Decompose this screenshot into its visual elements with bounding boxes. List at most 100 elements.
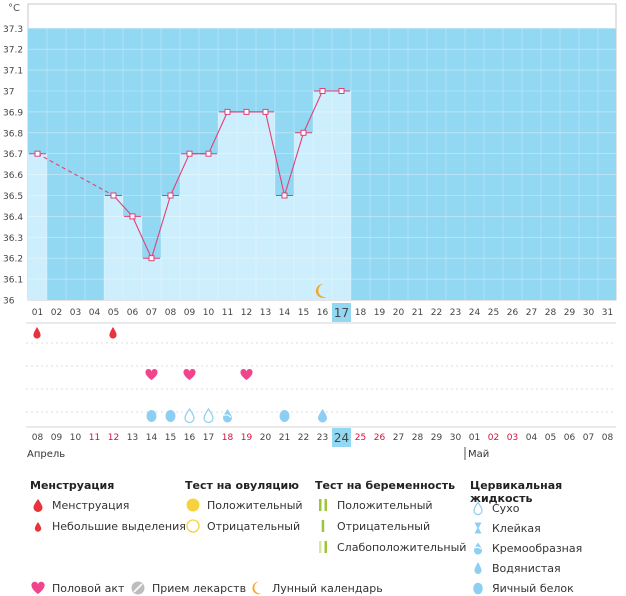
legend-intercourse-label: Половой акт — [52, 581, 125, 595]
cycle-day-label: 09 — [184, 308, 196, 318]
cycle-day-label: 08 — [165, 308, 177, 318]
menstruation-drop-icon — [30, 497, 46, 513]
temperature-bar — [104, 195, 123, 300]
moon-icon — [250, 580, 266, 596]
cycle-day-label: 22 — [431, 308, 442, 318]
legend-pregnancy-negative-item: Отрицательный — [315, 518, 430, 534]
pregnancy-positive-icon — [315, 497, 331, 513]
egg-white-drop-icon — [165, 410, 176, 422]
y-axis-ticks: 36 36.1 36.2 36.3 36.4 36.5 36.6 36.7 36.8 36.9 37… — [3, 25, 23, 307]
legend-cervical-creamy-item: Кремообразная — [470, 540, 582, 556]
legend-cervical-sticky-item: Клейкая — [470, 520, 541, 536]
calendar-date-label: 21 — [279, 433, 290, 443]
legend-pregnancy-faint-item: Слабоположительный — [315, 539, 466, 555]
temperature-line-gap — [37, 153, 114, 196]
dry-drop-icon — [203, 407, 214, 424]
y-tick-label: 36.8 — [3, 129, 23, 139]
legend-pregnancy-positive-label: Положительный — [337, 498, 433, 512]
temperature-bar — [275, 195, 294, 300]
calendar-date-label: 22 — [298, 433, 309, 443]
calendar-date-label: 06 — [564, 433, 576, 443]
temperature-point — [243, 108, 250, 115]
cycle-day-label: 02 — [51, 308, 62, 318]
watery-drop-icon — [470, 560, 486, 576]
moon-icon — [315, 283, 327, 298]
temperature-line-segment — [302, 90, 324, 134]
temperature-bar — [218, 111, 237, 301]
cycle-day-label: 19 — [374, 308, 386, 318]
current-date-highlight — [332, 428, 351, 447]
calendar-date-label: 25 — [355, 433, 366, 443]
calendar-date-label: 13 — [127, 433, 138, 443]
temperature-point — [167, 192, 174, 199]
cycle-day-label: 18 — [355, 308, 367, 318]
legend-ovulation-title: Тест на овуляцию — [185, 479, 299, 492]
cycle-day-label: 06 — [127, 308, 139, 318]
legend-cervical-dry-item: Сухо — [470, 500, 519, 516]
creamy-drop-mark — [223, 414, 232, 418]
calendar-date-label: 19 — [241, 433, 253, 443]
cycle-day-label: 21 — [412, 308, 423, 318]
calendar-date-label: 05 — [545, 433, 556, 443]
moon-marker — [315, 283, 327, 298]
cycle-day-label: 01 — [32, 308, 43, 318]
dry-drop-icon — [470, 500, 486, 516]
temperature-line-segment — [150, 195, 172, 259]
legend-ovulation-negative-item: Отрицательный — [185, 518, 300, 534]
calendar-date-label: 18 — [222, 433, 234, 443]
cycle-day-label: 28 — [545, 308, 557, 318]
calendar-date-label: 26 — [374, 433, 386, 443]
legend-menstruation-title: Менструация — [30, 479, 115, 492]
y-tick-label: 36.2 — [3, 255, 23, 265]
cycle-day-label: 29 — [564, 308, 576, 318]
heart-icon — [183, 368, 196, 380]
heart-icon — [145, 368, 158, 380]
cycle-day-row: 01 02 03 04 05 06 07 08 09 10 11 12 13 14 15 16 17 18 19 20… — [26, 303, 616, 324]
calendar-date-label: 08 — [602, 433, 614, 443]
cycle-day-label: 16 — [317, 308, 329, 318]
y-tick-label: 36.5 — [3, 192, 23, 202]
cycle-day-label: 13 — [260, 308, 271, 318]
temperature-bar — [28, 153, 47, 300]
calendar-date-label: 04 — [526, 433, 538, 443]
legend-ovulation-negative-label: Отрицательный — [207, 519, 301, 533]
temperature-point — [224, 108, 231, 115]
legend-menstruation-item: Менструация — [30, 497, 129, 513]
y-tick-label: 37.3 — [3, 25, 23, 35]
cycle-day-label: 27 — [526, 308, 537, 318]
y-tick-label: 36 — [3, 297, 15, 307]
pregnancy-negative-icon — [315, 518, 331, 534]
egg-white-drop-icon — [470, 580, 486, 596]
y-tick-label: 36.1 — [3, 276, 23, 286]
cycle-day-label: 20 — [393, 308, 405, 318]
calendar-date-label: 29 — [431, 433, 443, 443]
legend-cervical-watery-label: Водянистая — [492, 561, 561, 575]
ovulation-positive-icon — [185, 497, 201, 513]
temperature-point — [110, 192, 117, 199]
y-tick-label: 36.7 — [3, 150, 23, 160]
legend-cervical-creamy-label: Кремообразная — [492, 541, 583, 555]
legend-pregnancy-faint-label: Слабоположительный — [337, 540, 467, 554]
calendar-date-label: 17 — [203, 433, 214, 443]
calendar-date-label: 23 — [317, 433, 328, 443]
y-tick-label: 36.4 — [3, 213, 23, 223]
creamy-drop-icon — [470, 540, 486, 556]
cycle-day-label: 23 — [450, 308, 461, 318]
legend-pregnancy-positive-item: Положительный — [315, 497, 433, 513]
temperature-point — [338, 88, 345, 94]
legend-ovulation-positive-item: Положительный — [185, 497, 303, 513]
temperature-line-segment — [207, 111, 229, 154]
calendar-date-label: 27 — [393, 433, 404, 443]
current-day-highlight — [332, 303, 351, 322]
temperature-line-segment — [283, 132, 305, 196]
month-label: Май — [468, 449, 489, 460]
temperature-point — [34, 150, 41, 157]
sticky-icon — [470, 520, 486, 536]
calendar-date-label: 01 — [469, 433, 480, 443]
y-tick-label: 37 — [3, 88, 14, 98]
calendar-date-label: 14 — [146, 433, 158, 443]
calendar-date-label: 09 — [51, 433, 63, 443]
calendar-date-label: 10 — [70, 433, 82, 443]
cycle-day-label: 30 — [583, 308, 595, 318]
legend-medication-item: Прием лекарств — [130, 580, 246, 596]
